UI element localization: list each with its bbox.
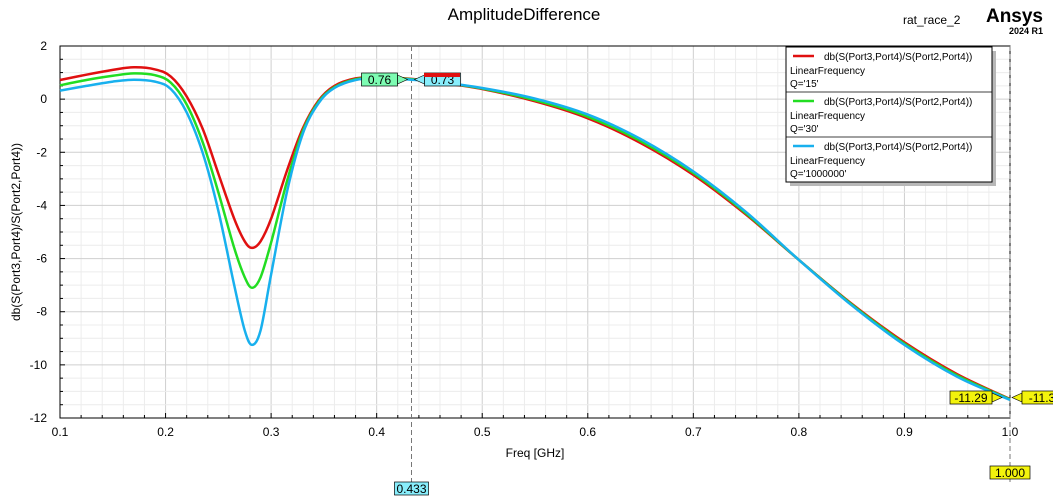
x-tick-label: 0.6 bbox=[579, 425, 596, 439]
marker-label-0.76: 0.76 bbox=[361, 72, 409, 87]
marker-value: -11.29 bbox=[954, 391, 987, 405]
legend-param: Q='1000000' bbox=[790, 169, 846, 180]
marker-box bbox=[1021, 390, 1053, 405]
marker-label-minus-11.29: -11.29 bbox=[949, 390, 1003, 405]
marker-tab-red bbox=[424, 73, 460, 77]
y-tick-label: 0 bbox=[40, 92, 47, 106]
marker-box bbox=[989, 465, 1031, 480]
y-tick-label: -6 bbox=[36, 252, 47, 266]
y-tick-label: -12 bbox=[30, 411, 48, 425]
marker-box bbox=[394, 481, 429, 496]
y-tick-label: 2 bbox=[40, 39, 47, 53]
legend-series-name: db(S(Port3,Port4)/S(Port2,Port4)) bbox=[824, 142, 972, 153]
chart-legend: db(S(Port3,Port4)/S(Port2,Port4)) LinearF… bbox=[785, 46, 996, 186]
marker-pointer bbox=[397, 74, 409, 85]
x-marker-label-0.433: 0.433 bbox=[394, 481, 429, 496]
legend-sweep: LinearFrequency bbox=[790, 66, 865, 77]
marker-value: 0.433 bbox=[396, 482, 426, 496]
ansys-logo: Ansys bbox=[986, 6, 1043, 27]
legend-box bbox=[785, 46, 993, 183]
marker-cursors bbox=[411, 46, 1011, 482]
y-axis-label: db(S(Port3,Port4)/S(Port2,Port4)) bbox=[9, 143, 23, 321]
y-tick-label: -8 bbox=[36, 305, 47, 319]
x-marker-label-1.000: 1.000 bbox=[989, 465, 1031, 480]
marker-value: -11.3 bbox=[1029, 391, 1053, 405]
series-layer bbox=[59, 66, 1011, 402]
marker-label-minus-11.3: -11.3 bbox=[1011, 390, 1053, 405]
series-line-3 bbox=[59, 77, 1011, 402]
x-tick-label: 0.2 bbox=[157, 425, 174, 439]
legend-sweep: LinearFrequency bbox=[790, 156, 865, 167]
x-axis-label: Freq [GHz] bbox=[506, 446, 565, 460]
x-tick-label: 0.3 bbox=[263, 425, 280, 439]
chart-title: AmplitudeDifference bbox=[448, 5, 601, 24]
legend-series-name: db(S(Port3,Port4)/S(Port2,Port4)) bbox=[824, 97, 972, 108]
x-tick-label: 0.9 bbox=[896, 425, 913, 439]
y-tick-label: -10 bbox=[30, 358, 48, 372]
marker-value: 0.76 bbox=[368, 73, 392, 87]
legend-series-name: db(S(Port3,Port4)/S(Port2,Port4)) bbox=[824, 52, 972, 63]
x-tick-label: 0.7 bbox=[685, 425, 702, 439]
ansys-version: 2024 R1 bbox=[1009, 26, 1043, 36]
axis-ticks: 0.1 0.2 0.3 0.4 0.5 0.6 0.7 0.8 0.9 1.020-2-4-6-8… bbox=[30, 39, 1019, 439]
x-tick-label: 0.1 bbox=[52, 425, 69, 439]
marker-pointer bbox=[413, 74, 425, 85]
x-tick-label: 0.5 bbox=[474, 425, 491, 439]
marker-pointer bbox=[1011, 392, 1023, 403]
y-tick-label: -2 bbox=[36, 145, 47, 159]
y-tick-label: -4 bbox=[36, 198, 47, 212]
marker-box bbox=[361, 72, 398, 87]
legend-sweep: LinearFrequency bbox=[790, 111, 865, 122]
marker-value: 1.000 bbox=[995, 466, 1025, 480]
legend-param: Q='15' bbox=[790, 79, 819, 90]
legend-param: Q='30' bbox=[790, 124, 819, 135]
x-tick-label: 0.8 bbox=[791, 425, 808, 439]
marker-box bbox=[949, 390, 993, 405]
project-name: rat_race_2 bbox=[903, 13, 961, 27]
x-tick-label: 0.4 bbox=[368, 425, 385, 439]
